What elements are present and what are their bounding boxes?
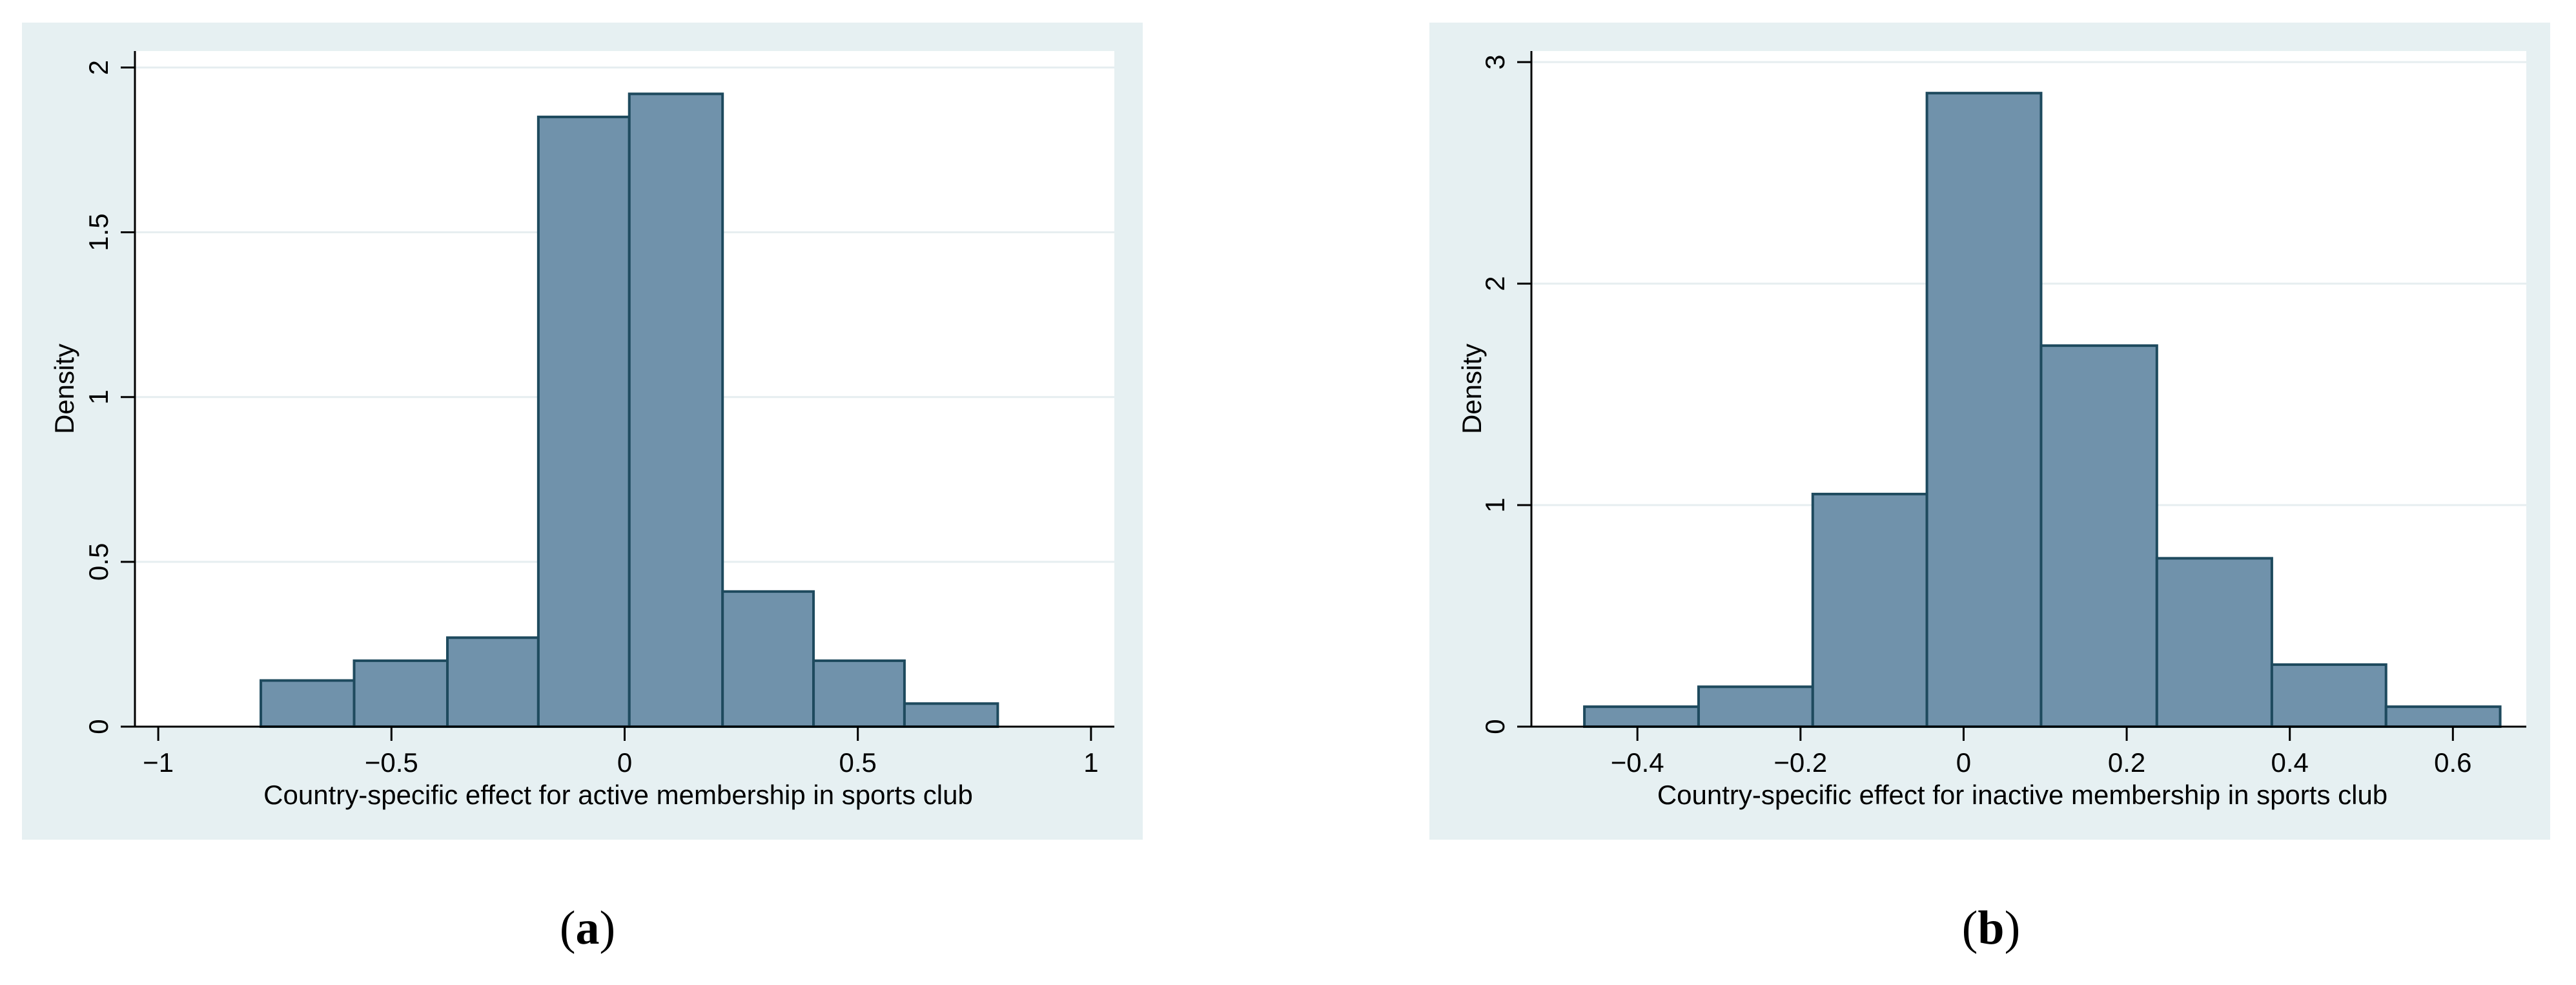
histogram-bar-5	[628, 92, 724, 728]
y-axis-label: Density	[1457, 344, 1487, 434]
histogram-bar-1	[1583, 705, 1700, 728]
caption-a: (a)	[559, 902, 616, 955]
histogram-bar-3	[1811, 492, 1928, 728]
y-tick-label: 0	[1480, 719, 1510, 734]
histogram-bar-2	[353, 659, 449, 729]
histogram-bar-3	[445, 636, 540, 728]
caption-a-letter: a	[575, 902, 600, 955]
x-axis-label: Country-specific effect for active membe…	[263, 780, 973, 810]
histogram-bar-7	[2270, 663, 2387, 728]
x-tick-label: 1	[1083, 747, 1098, 778]
x-tick-label: 0	[617, 747, 632, 778]
histogram-bar-5	[2039, 344, 2158, 729]
caption-b-letter: b	[1978, 902, 2005, 955]
histogram-bar-6	[721, 590, 815, 728]
chart-panel-a: 0 0.5 1 1.5 2 −1 −0.5 0 0.5 1 Country-specific eff…	[22, 23, 1143, 840]
x-tick-label: −0.4	[1611, 747, 1664, 778]
y-tick-label: 1.5	[83, 213, 114, 251]
y-tick-label: 0	[83, 719, 114, 734]
x-tick-label: −0.5	[365, 747, 418, 778]
caption-b: (b)	[1961, 902, 2021, 955]
x-tick-label: 0	[1956, 747, 1971, 778]
y-tick-label: 3	[1480, 54, 1510, 69]
histogram-bar-6	[2155, 557, 2273, 728]
x-tick-label: −0.2	[1774, 747, 1827, 778]
y-tick-label: 2	[1480, 276, 1510, 291]
x-tick-label: 0.2	[2108, 747, 2145, 778]
histogram-bar-4	[537, 116, 631, 729]
histogram-bar-7	[812, 659, 906, 729]
histogram-bar-8	[903, 702, 999, 729]
histogram-inactive-membership: 0 1 2 3 −0.4 −0.2 0 0.2 0.4 0.6 Country-specific e…	[1457, 51, 2526, 810]
histogram-bar-2	[1697, 685, 1814, 728]
y-axis-label: Density	[49, 344, 79, 434]
histogram-bar-1	[260, 679, 356, 728]
y-tick-label: 2	[83, 60, 114, 75]
x-axis-label: Country-specific effect for inactive mem…	[1657, 780, 2387, 810]
y-tick-label: 0.5	[83, 543, 114, 581]
histogram-active-membership: 0 0.5 1 1.5 2 −1 −0.5 0 0.5 1 Country-specific eff…	[49, 51, 1114, 810]
y-tick-label: 1	[83, 389, 114, 404]
x-tick-label: 0.6	[2434, 747, 2471, 778]
chart-panel-b: 0 1 2 3 −0.4 −0.2 0 0.2 0.4 0.6 Country-specific e…	[1429, 23, 2550, 840]
x-tick-label: 0.4	[2271, 747, 2309, 778]
histogram-bar-4	[1925, 92, 2043, 729]
x-tick-label: 0.5	[839, 747, 876, 778]
y-tick-label: 1	[1480, 497, 1510, 512]
histogram-bar-8	[2384, 705, 2502, 728]
x-tick-label: −1	[143, 747, 174, 778]
